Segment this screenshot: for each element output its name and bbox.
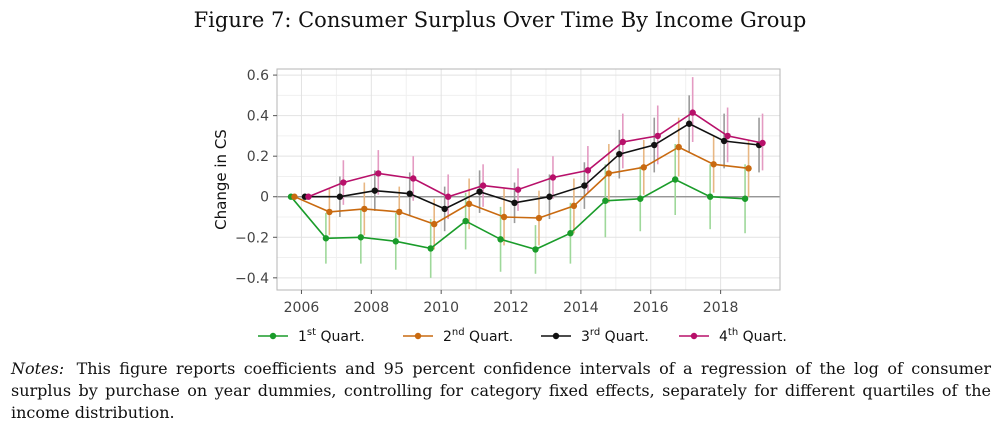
y-axis-label: Change in CS <box>212 129 230 230</box>
data-point-q2 <box>675 143 682 151</box>
notes-lead: Notes: <box>11 359 65 378</box>
data-point-q4 <box>584 167 592 174</box>
data-point-q1 <box>602 197 609 204</box>
legend-item-q1: 1st Quart. <box>258 327 365 345</box>
data-point-q4 <box>410 175 417 182</box>
series-line-q4 <box>308 111 763 198</box>
data-point-q4 <box>549 174 557 181</box>
y-tick-label: −0.4 <box>235 271 269 287</box>
data-point-q2 <box>640 164 647 171</box>
data-point-q3 <box>336 193 344 200</box>
data-point-q4 <box>724 132 731 140</box>
data-point-q2 <box>710 161 717 168</box>
data-point-q4 <box>375 170 382 177</box>
legend-key-point <box>690 332 698 340</box>
data-point-q1 <box>567 230 574 237</box>
data-point-q4 <box>479 182 487 189</box>
x-tick-label: 2008 <box>353 300 389 316</box>
data-point-q1 <box>637 195 644 202</box>
notes-text: This figure reports coefficients and 95 … <box>11 359 992 422</box>
series-line-q2 <box>294 146 749 225</box>
data-point-q2 <box>465 200 473 208</box>
data-point-q2 <box>535 214 543 222</box>
data-point-q4 <box>654 132 661 140</box>
figure-title: Figure 7: Consumer Surplus Over Time By … <box>193 8 807 32</box>
x-tick-label: 2018 <box>703 300 739 316</box>
legend-label: 1st Quart. <box>298 327 365 345</box>
legend-label: 4th Quart. <box>719 327 787 345</box>
data-point-q1 <box>706 193 714 200</box>
data-point-q3 <box>651 141 658 149</box>
plot-border <box>276 68 781 291</box>
data-point-q2 <box>326 208 333 216</box>
y-tick-label: 0 <box>260 190 269 206</box>
data-point-q3 <box>371 187 379 194</box>
data-point-q2 <box>500 213 508 221</box>
legend-label: 2nd Quart. <box>443 327 513 345</box>
x-tick-label: 2010 <box>423 300 459 316</box>
data-point-q4 <box>305 193 312 200</box>
legend-key-point <box>552 332 560 340</box>
legend-key-point <box>269 332 277 340</box>
data-point-q1 <box>741 195 749 202</box>
legend-label: 3rd Quart. <box>581 327 649 345</box>
data-point-q3 <box>616 150 623 158</box>
data-point-q1 <box>497 236 504 243</box>
data-point-q2 <box>361 205 368 213</box>
y-tick-label: 0.2 <box>247 149 269 165</box>
data-point-q3 <box>441 205 448 213</box>
data-point-q1 <box>322 235 330 242</box>
data-point-q2 <box>605 170 613 177</box>
y-tick-label: −0.2 <box>235 230 269 246</box>
data-point-q1 <box>462 217 469 225</box>
data-point-q3 <box>720 137 728 145</box>
legend-key-point <box>414 332 422 340</box>
data-point-q1 <box>532 246 539 253</box>
data-point-q2 <box>745 165 752 172</box>
data-point-q1 <box>392 238 399 245</box>
data-point-q3 <box>476 188 483 195</box>
data-point-q1 <box>672 176 679 183</box>
data-point-q4 <box>340 179 347 186</box>
legend-item-q3: 3rd Quart. <box>541 327 649 345</box>
legend-item-q4: 4th Quart. <box>679 327 787 345</box>
data-point-q4 <box>759 139 766 147</box>
data-point-q3 <box>511 199 518 207</box>
series-line-q3 <box>304 122 760 210</box>
series-line-q1 <box>290 178 746 251</box>
legend-item-q2: 2nd Quart. <box>403 327 513 345</box>
figure-notes: Notes: This figure reports coefficients … <box>11 358 991 424</box>
data-point-q3 <box>406 190 413 197</box>
data-point-q2 <box>291 193 298 200</box>
x-tick-label: 2016 <box>633 300 669 316</box>
data-point-q1 <box>427 245 434 252</box>
data-point-q4 <box>514 186 522 193</box>
x-tick-label: 2014 <box>563 300 599 316</box>
data-point-q2 <box>570 202 578 210</box>
y-tick-label: 0.4 <box>247 109 269 125</box>
x-tick-label: 2006 <box>284 300 320 316</box>
data-point-q2 <box>430 220 438 228</box>
legend: 1st Quart. 2nd Quart. 3rd Quart. 4th Quart. <box>258 327 787 345</box>
x-tick-label: 2012 <box>493 300 529 316</box>
data-point-q3 <box>546 193 553 200</box>
data-point-q2 <box>396 208 403 216</box>
y-tick-label: 0.6 <box>247 68 269 84</box>
data-point-q4 <box>444 193 452 200</box>
data-point-q1 <box>357 234 365 241</box>
data-point-q3 <box>581 182 588 189</box>
data-point-q4 <box>689 109 696 116</box>
data-point-q3 <box>685 120 693 127</box>
data-point-q4 <box>619 138 627 146</box>
